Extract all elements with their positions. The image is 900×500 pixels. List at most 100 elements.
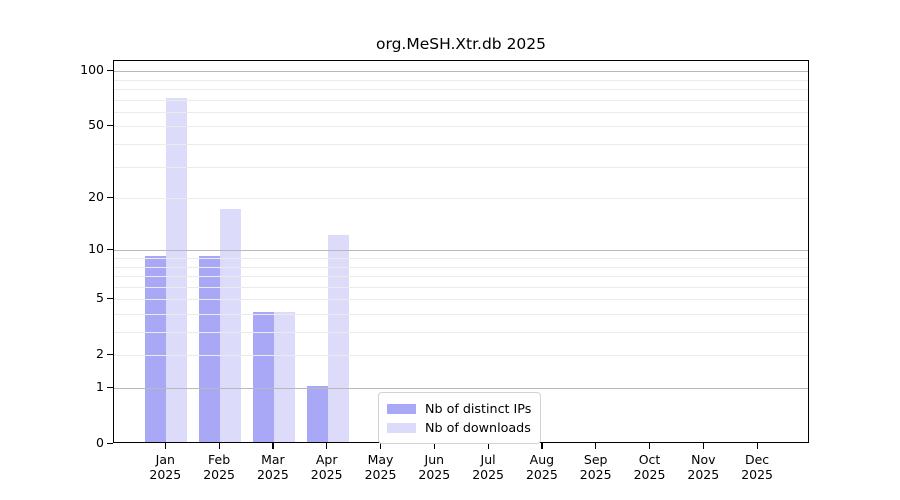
x-axis-tick-label: Apr 2025: [299, 452, 355, 482]
x-axis-tick-mark: [487, 443, 489, 449]
x-axis-tick-mark: [218, 443, 220, 449]
downloads-swatch: [387, 422, 416, 433]
month-label: Sep: [583, 452, 608, 467]
legend-label-downloads: Nb of downloads: [425, 420, 531, 435]
bar-distinct-ips: [145, 256, 167, 442]
bar-distinct-ips: [199, 256, 221, 442]
month-label: Jun: [424, 452, 445, 467]
x-axis-tick-mark: [702, 443, 705, 449]
minor-gridline: [114, 99, 808, 101]
bar-downloads: [327, 234, 349, 442]
x-axis-tick-label: Dec 2025: [729, 452, 785, 482]
bar-distinct-ips: [306, 386, 328, 442]
legend-label-distinct-ips: Nb of distinct IPs: [425, 401, 532, 416]
plot-area: [113, 60, 809, 443]
minor-gridline: [114, 286, 808, 288]
x-axis-tick-label: May 2025: [353, 452, 409, 482]
y-axis-tick-label: 1: [96, 379, 104, 394]
x-axis-tick-label: Jan 2025: [137, 452, 193, 482]
x-axis-tick-mark: [433, 443, 436, 449]
minor-gridline: [114, 299, 808, 301]
year-label: 2025: [687, 467, 720, 482]
minor-gridline: [114, 144, 808, 146]
x-axis-tick-mark: [649, 443, 651, 449]
x-axis-tick-label: Sep 2025: [568, 452, 624, 482]
minor-gridline: [114, 332, 808, 334]
legend-item-distinct-ips: Nb of distinct IPs: [387, 399, 531, 418]
x-axis-tick-label: Jul 2025: [460, 452, 516, 482]
minor-gridline: [114, 79, 808, 81]
x-axis-tick-label: Feb 2025: [191, 452, 247, 482]
minor-gridline: [114, 198, 808, 200]
year-label: 2025: [579, 467, 612, 482]
minor-gridline: [114, 355, 808, 357]
x-axis-tick-label: Mar 2025: [245, 452, 301, 482]
minor-gridline: [114, 166, 808, 168]
y-axis-tick-label: 0: [96, 435, 104, 450]
x-axis-tick-mark: [272, 443, 274, 449]
y-axis-tick-label: 100: [80, 62, 104, 78]
month-label: Mar: [261, 452, 285, 467]
year-label: 2025: [364, 467, 397, 482]
legend-item-downloads: Nb of downloads: [387, 418, 531, 437]
bar-downloads: [166, 97, 188, 442]
x-axis-tick-label: Jun 2025: [406, 452, 462, 482]
month-label: Jul: [480, 452, 496, 467]
year-label: 2025: [203, 467, 235, 482]
major-gridline: [114, 388, 808, 389]
y-axis-tick-label: 20: [88, 189, 104, 205]
y-axis-tick-mark: [107, 442, 113, 444]
distinct-ips-swatch: [387, 403, 416, 414]
major-gridline: [114, 71, 808, 73]
year-label: 2025: [525, 467, 558, 482]
x-axis-tick-label: Aug 2025: [514, 452, 570, 482]
month-label: May: [367, 452, 394, 467]
bar-downloads: [220, 208, 242, 442]
minor-gridline: [114, 313, 808, 315]
month-label: Oct: [638, 452, 661, 467]
x-axis-tick-mark: [164, 443, 167, 449]
y-axis-tick-mark: [107, 248, 113, 251]
minor-gridline: [114, 126, 808, 128]
year-label: 2025: [418, 467, 451, 482]
y-axis-tick-label: 10: [88, 241, 104, 257]
minor-gridline: [114, 276, 808, 278]
minor-gridline: [114, 266, 808, 268]
major-gridline: [114, 250, 808, 252]
x-axis-tick-mark: [595, 443, 597, 449]
y-axis-tick-mark: [107, 196, 113, 198]
x-axis-tick-mark: [380, 443, 382, 449]
y-axis-tick-mark: [107, 297, 113, 300]
minor-gridline: [114, 111, 808, 113]
y-axis-tick-label: 5: [96, 290, 104, 306]
x-axis-tick-mark: [756, 443, 758, 449]
month-label: Dec: [744, 452, 770, 467]
x-axis-tick-label: Nov 2025: [675, 452, 731, 482]
year-label: 2025: [310, 467, 343, 482]
x-axis-tick-mark: [541, 443, 543, 449]
month-label: Apr: [315, 452, 338, 467]
year-label: 2025: [633, 467, 666, 482]
month-label: Nov: [691, 452, 716, 467]
chart-title: org.MeSH.Xtr.db 2025: [375, 35, 547, 53]
minor-gridline: [114, 258, 808, 259]
minor-gridline: [114, 89, 808, 91]
x-axis-tick-label: Oct 2025: [622, 452, 678, 482]
month-label: Feb: [208, 452, 231, 467]
y-axis-tick-mark: [107, 124, 113, 127]
year-label: 2025: [741, 467, 773, 482]
x-axis-tick-mark: [326, 443, 328, 449]
bar-downloads: [273, 312, 295, 442]
y-axis-tick-mark: [107, 69, 113, 71]
y-axis-tick-mark: [107, 353, 113, 356]
legend: Nb of distinct IPs Nb of downloads: [378, 392, 542, 444]
y-axis-tick-label: 50: [88, 117, 104, 133]
y-axis-tick-label: 2: [96, 346, 104, 362]
year-label: 2025: [472, 467, 504, 482]
bar-distinct-ips: [252, 312, 274, 442]
year-label: 2025: [149, 467, 182, 482]
year-label: 2025: [256, 467, 289, 482]
y-axis-tick-mark: [107, 386, 113, 388]
month-label: Jan: [155, 452, 175, 467]
